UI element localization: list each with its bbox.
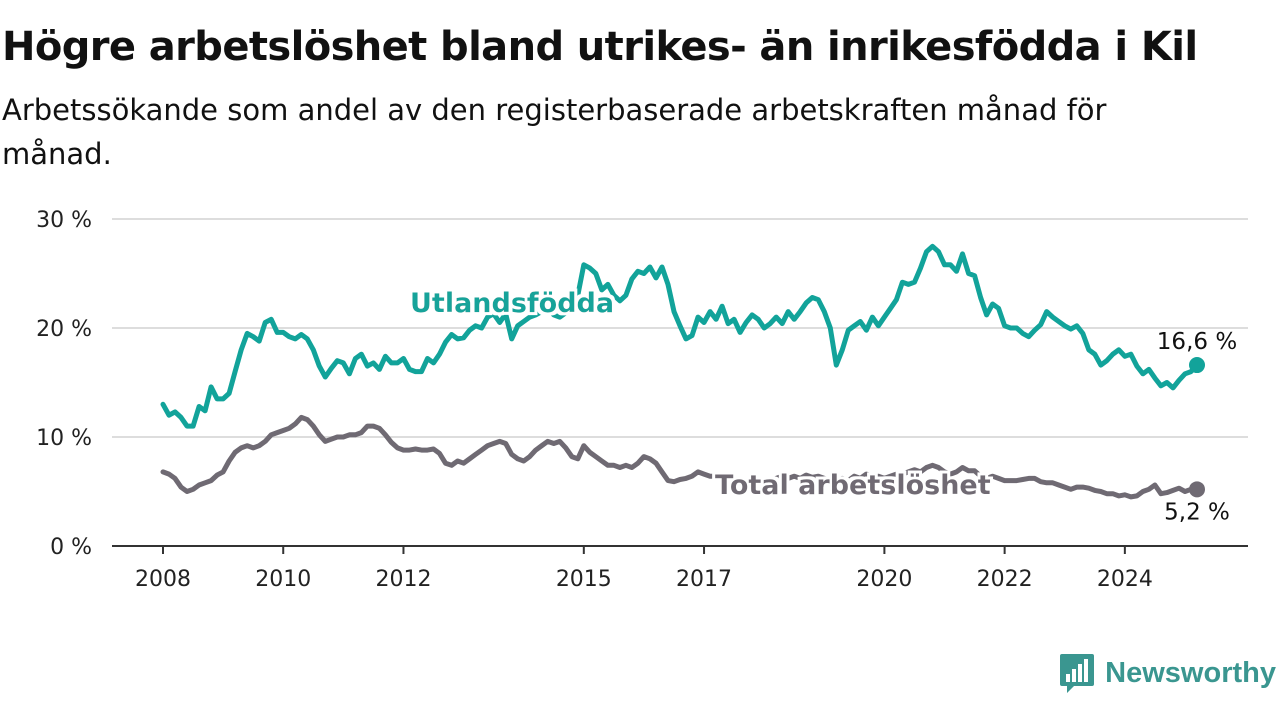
brand-logo: Newsworthy [1059,652,1276,694]
end-point-total [1189,481,1205,498]
series-line-total [160,414,1200,500]
end-value-label-utlandsfodda: 16,6 % [1157,329,1237,355]
x-tick-label: 2008 [135,567,191,592]
x-tick-label: 2022 [977,567,1033,592]
x-tick-label: 2015 [556,567,612,592]
y-tick-label: 30 % [36,208,92,233]
y-tick-label: 20 % [36,317,92,342]
series-label-total: Total arbetslöshet [715,470,991,501]
x-axis: 2008 2010 2012 2015 2017 2020 2022 2024 [112,545,1248,592]
chart-title: Högre arbetslöshet bland utrikes- än inr… [2,24,1198,70]
y-axis-ticks: 0 % 10 % 20 % 30 % [36,208,92,560]
x-tick-label: 2024 [1097,567,1153,592]
end-value-label-total: 5,2 % [1164,499,1230,525]
series-labels: Utlandsfödda Total arbetslöshet 16,6 % 5,2 … [410,288,1237,525]
chart-subtitle: Arbetssökande som andel av den registerb… [2,93,1107,171]
x-tick-label: 2010 [255,567,311,592]
series-label-utlandsfodda: Utlandsfödda [410,288,614,319]
end-point-foreign [1189,357,1205,374]
y-tick-label: 0 % [50,535,92,560]
brand-name: Newsworthy [1105,656,1276,689]
newsworthy-logo-icon [1060,654,1095,693]
y-tick-label: 10 % [36,426,92,451]
x-tick-label: 2017 [676,567,732,592]
series-lines [160,243,1205,500]
x-tick-label: 2020 [856,567,912,592]
series-line-foreign [160,243,1200,429]
x-tick-label: 2012 [375,567,431,592]
